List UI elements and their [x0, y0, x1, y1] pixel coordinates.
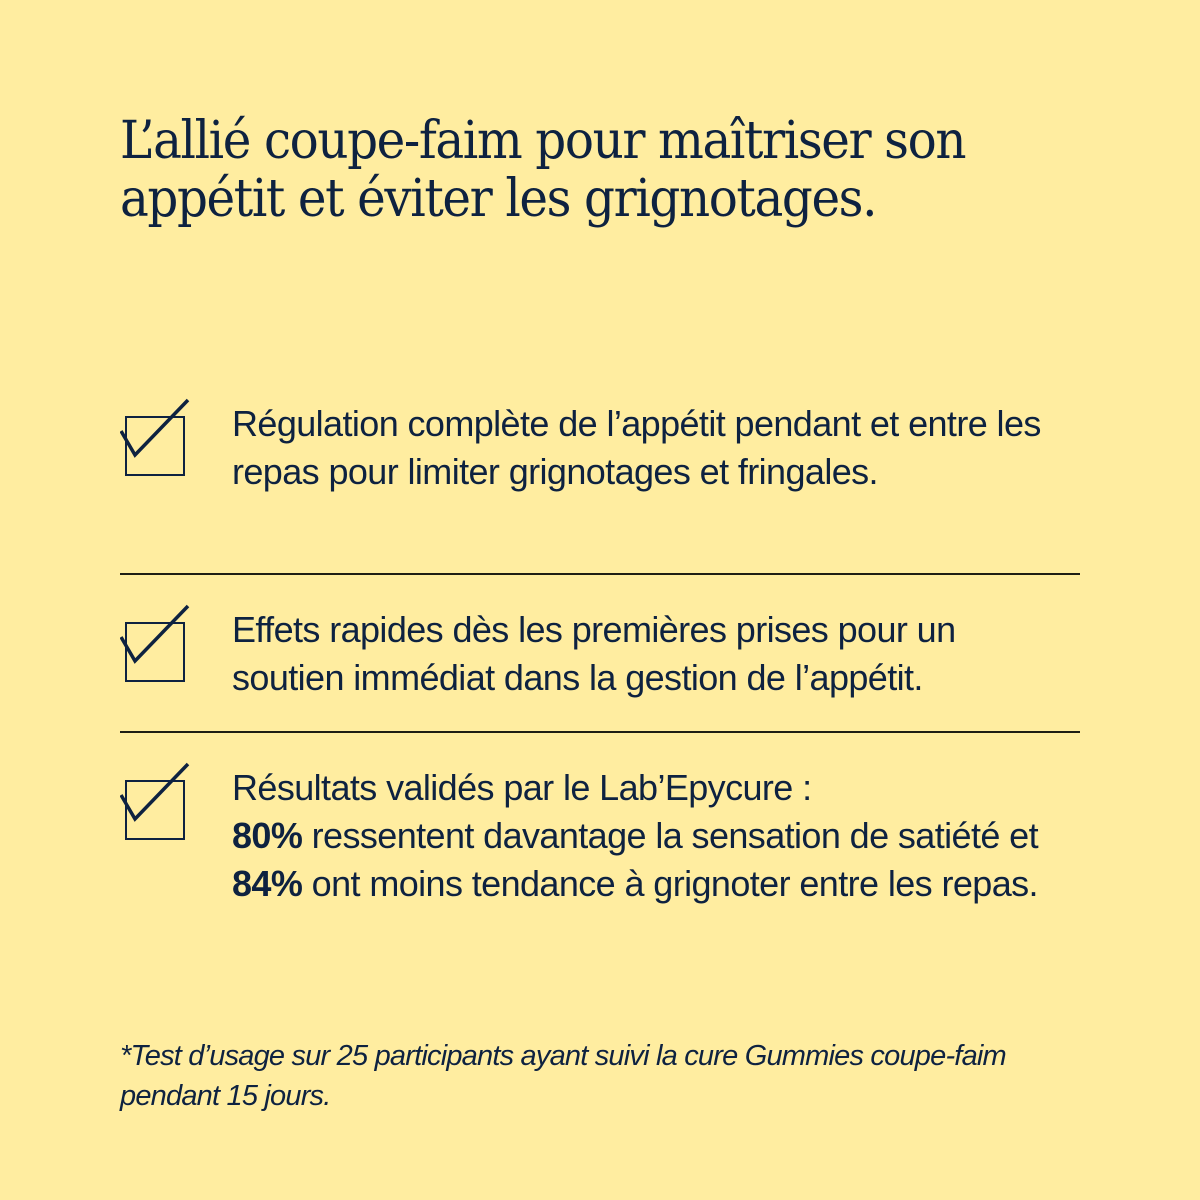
- benefit-text-1: Régulation complète de l’appétit pendant…: [232, 403, 1041, 492]
- checkbox-checked-icon: [120, 762, 190, 840]
- benefit-text-3: Résultats validés par le Lab’Epycure : 8…: [232, 764, 1072, 908]
- stat-snacking-label: ont moins tendance à grignoter entre les…: [302, 863, 1039, 904]
- benefit-text-2: Effets rapides dès les premières prises …: [232, 609, 956, 698]
- divider-1: [120, 573, 1080, 575]
- stat-snacking: 84%: [232, 863, 303, 904]
- checkbox-checked-icon: [120, 604, 190, 682]
- results-intro: Résultats validés par le Lab’Epycure :: [232, 767, 812, 808]
- footnote: *Test d’usage sur 25 participants ayant …: [120, 1040, 1007, 1112]
- divider-2: [120, 731, 1080, 733]
- headline-line-2: appétit et éviter les grignotages.: [120, 169, 877, 229]
- headline: L’allié coupe-faim pour maîtriser son ap…: [120, 112, 1013, 228]
- stat-satiety: 80%: [232, 815, 303, 856]
- checkbox-checked-icon: [120, 398, 190, 476]
- stat-satiety-label: ressentent davantage la sensation de sat…: [302, 815, 1039, 856]
- headline-line-1: L’allié coupe-faim pour maîtriser son: [120, 111, 966, 171]
